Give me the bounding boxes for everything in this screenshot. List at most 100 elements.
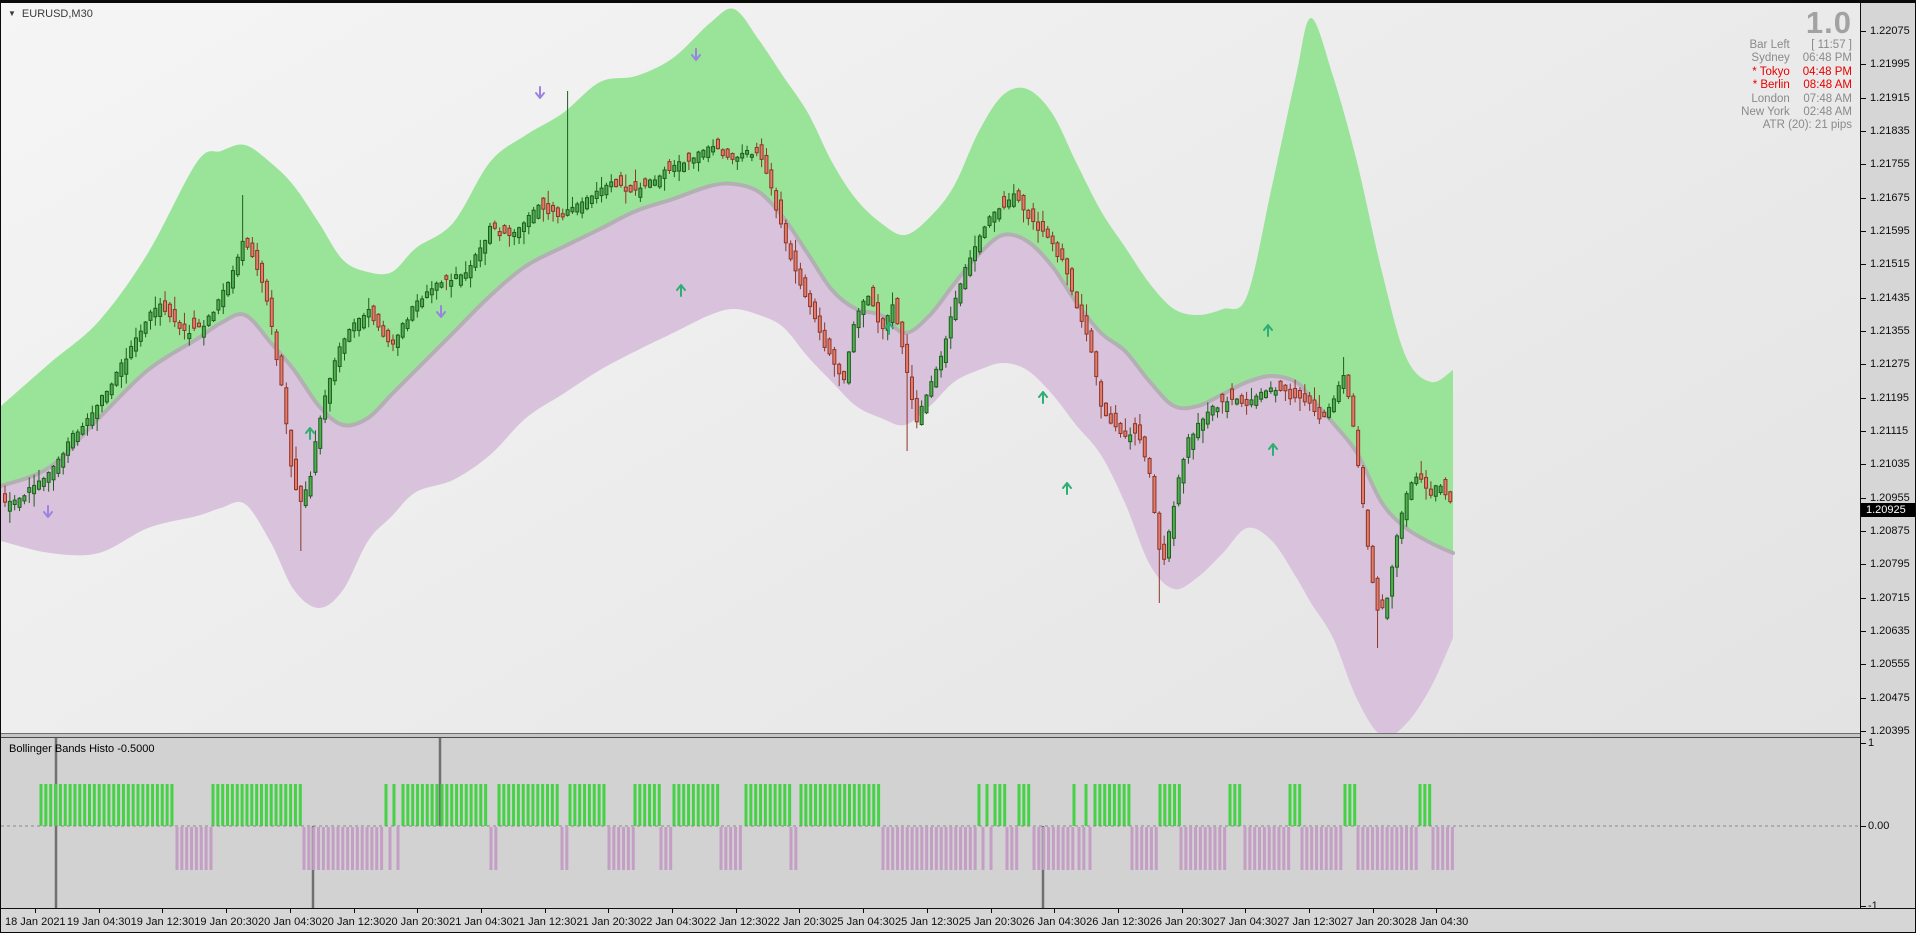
time-tick [417,909,419,913]
symbol-dropdown[interactable]: ▼ EURUSD,M30 [8,8,93,20]
price-tick [1861,231,1866,233]
time-axis-label: 19 Jan 04:30 [66,916,131,928]
price-tick [1861,297,1866,299]
session-name: New York [1741,106,1790,119]
buy-arrow-icon [305,427,315,440]
price-axis-label: 1.21675 [1870,191,1910,204]
histogram-bars [39,784,1454,870]
price-axis-label: 1.21275 [1870,358,1910,371]
bollinger-bands-chart [1,8,1455,733]
version-watermark: 1.0 [1805,5,1852,40]
time-axis-label: 26 Jan 12:30 [1086,916,1150,928]
price-axis-label: 1.21195 [1870,391,1909,404]
price-axis-label: 1.21035 [1870,458,1910,471]
time-tick [1117,909,1119,913]
price-axis-label: 1.21835 [1870,125,1910,138]
signal-arrows [43,48,1278,518]
price-tick [1861,631,1866,633]
time-tick [35,909,36,913]
time-tick [289,909,291,913]
time-axis[interactable]: 18 Jan 2021 19 Jan 04:30 19 Jan 12:30 19 Ja… [1,908,1915,932]
price-tick [1861,97,1866,99]
sell-arrow-icon [535,86,545,99]
time-axis-label: 19 Jan 20:30 [194,916,258,928]
window-splitter[interactable] [1,733,1860,738]
price-axis-label: 1.21115 [1870,425,1909,438]
price-axis-label: 1.21755 [1870,158,1910,171]
time-axis-label: 22 Jan 12:30 [703,916,768,928]
sub-scale-tick [1861,743,1866,744]
price-tick [1861,564,1866,566]
buy-arrow-icon [1038,391,1048,404]
time-axis-label: 21 Jan 04:30 [449,916,513,928]
time-axis-label: 22 Jan 20:30 [767,916,832,928]
time-axis-label: 19 Jan 12:30 [130,916,195,928]
time-axis-label: 21 Jan 12:30 [512,916,577,928]
time-tick [1054,909,1056,913]
market-sessions-panel: 1.0 Bar Left [ 11:57 ] Sydney 06:48 PM * Tok… [1741,7,1852,133]
sub-scale-tick [1861,906,1866,907]
session-time: 08:48 AM [1803,79,1852,92]
price-axis-label: 1.21995 [1870,58,1910,71]
band-midline [1,181,1455,555]
time-tick [1181,909,1183,913]
session-name: * Tokyo [1752,65,1790,78]
price-axis-label: 1.21595 [1870,225,1910,238]
price-tick [1861,197,1866,199]
time-tick [226,909,228,913]
price-axis-label: 1.22075 [1870,25,1910,37]
time-axis-label: 27 Jan 20:30 [1340,916,1405,928]
time-tick [863,909,865,913]
time-tick [1372,909,1374,913]
session-name: Sydney [1751,52,1790,65]
price-tick [1861,131,1866,133]
sub-scale-label: 1 [1868,737,1875,749]
price-tick [1861,164,1866,166]
time-axis-label: 27 Jan 04:30 [1213,916,1278,928]
sub-scale-tick [1861,826,1866,827]
time-tick [1245,909,1247,913]
sell-arrow-icon [43,505,53,518]
price-tick [1861,431,1866,433]
session-time: 07:48 AM [1803,92,1852,105]
time-tick [162,909,164,913]
time-axis-label: 22 Jan 04:30 [640,916,704,928]
price-axis[interactable]: 1.20925 1.22075 1.21995 1.21915 1.21835 1.21… [1860,3,1915,912]
indicator-subwindow[interactable] [1,738,1860,908]
upper-band-area [1,8,1453,553]
main-chart-plot[interactable] [1,3,1860,733]
time-axis-label: 27 Jan 12:30 [1277,916,1341,928]
session-time: 06:48 PM [1802,52,1852,65]
bollinger-bands-histogram [1,738,1860,908]
time-tick [608,909,610,913]
time-tick [735,909,737,913]
price-axis-label: 1.20555 [1870,658,1910,671]
symbol-timeframe-label: EURUSD,M30 [21,8,93,20]
price-tick [1861,331,1866,333]
time-axis-label: 26 Jan 20:30 [1149,916,1214,928]
price-tick [1861,497,1866,499]
time-tick [98,909,100,913]
indicator-title: Bollinger Bands Histo -0.5000 [9,743,155,755]
time-axis-label: 25 Jan 12:30 [894,916,959,928]
buy-arrow-icon [1062,482,1072,495]
session-name: Bar Left [1749,39,1790,51]
buy-arrow-icon [1268,443,1278,456]
price-axis-label: 1.21515 [1870,258,1910,271]
current-price-tag: 1.20925 [1861,503,1915,517]
time-tick [544,909,546,913]
time-axis-label: 28 Jan 04:30 [1404,916,1469,928]
price-axis-label: 1.20875 [1870,525,1910,538]
price-tick [1861,531,1866,533]
price-tick [1861,731,1866,733]
time-axis-label: 20 Jan 20:30 [385,916,449,928]
price-tick [1861,397,1866,399]
price-axis-label: 1.20955 [1870,491,1910,504]
session-name: * Berlin [1752,79,1790,92]
buy-arrow-icon [676,284,686,297]
time-tick [1309,909,1310,913]
price-tick [1861,264,1866,266]
price-axis-label: 1.21915 [1870,91,1910,104]
price-axis-label: 1.20475 [1870,691,1910,704]
